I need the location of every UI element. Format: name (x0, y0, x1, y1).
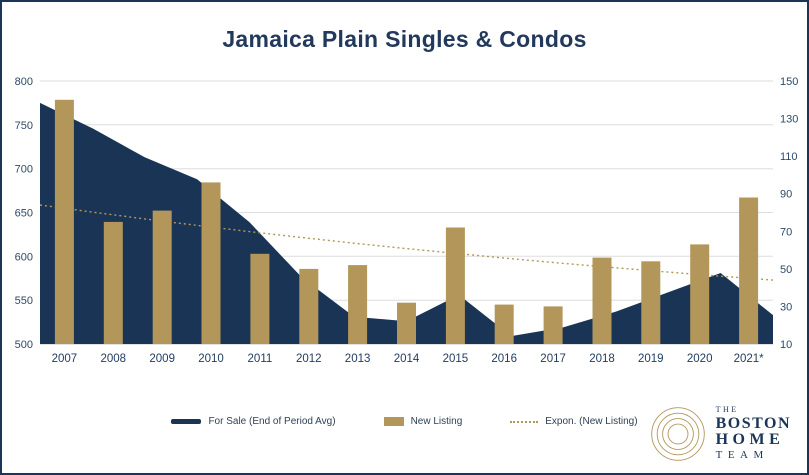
bar-2021* (739, 197, 759, 344)
chart-title: Jamaica Plain Singles & Condos (222, 26, 587, 52)
x-axis-label-2016: 2016 (491, 353, 517, 365)
left-axis-tick: 700 (15, 164, 33, 176)
right-axis-tick: 70 (780, 226, 792, 238)
right-axis-tick: 150 (780, 76, 798, 88)
for-sale-swatch-icon (171, 419, 202, 424)
legend-label-for-sale: For Sale (End of Period Avg) (208, 416, 336, 427)
new-listing-swatch-icon (383, 417, 404, 426)
chart-legend: For Sale (End of Period Avg) New Listing… (2, 416, 807, 427)
left-axis-tick: 650 (15, 208, 33, 220)
bar-2019 (641, 261, 661, 344)
x-axis-label-2011: 2011 (248, 353, 273, 365)
left-axis-tick: 600 (15, 251, 33, 263)
bar-2015 (445, 227, 465, 344)
x-axis-label-2012: 2012 (296, 353, 322, 365)
bar-2020 (690, 244, 710, 344)
left-axis-tick: 550 (15, 295, 33, 307)
legend-label-new-listing: New Listing (410, 416, 463, 427)
bar-2009 (152, 210, 172, 344)
expon-swatch-icon (510, 420, 539, 423)
bar-2013 (348, 265, 368, 344)
bar-2016 (494, 304, 514, 344)
x-axis-label-2008: 2008 (101, 353, 127, 365)
logo-text: THE BOSTON HOME TEAM (715, 405, 791, 462)
area-for-sale (40, 102, 773, 345)
x-axis-label-2015: 2015 (443, 353, 469, 365)
x-axis-label-2009: 2009 (149, 353, 175, 365)
boston-home-team-logo: THE BOSTON HOME TEAM (649, 405, 791, 463)
logo-rings-icon (650, 407, 705, 461)
logo-team: TEAM (715, 449, 769, 462)
x-axis-label-2021*: 2021* (734, 353, 765, 365)
logo-home: HOME (715, 431, 785, 449)
legend-item-expon: Expon. (New Listing) (510, 416, 638, 427)
right-axis-tick: 90 (780, 189, 792, 201)
right-axis-tick: 30 (780, 301, 792, 313)
left-axis-tick: 800 (15, 76, 33, 88)
left-axis-tick: 500 (15, 339, 33, 351)
bar-2011 (250, 253, 270, 344)
x-axis-label-2018: 2018 (589, 353, 615, 365)
x-axis-label-2013: 2013 (345, 353, 371, 365)
bar-2010 (201, 182, 221, 344)
left-axis-tick: 750 (15, 120, 33, 132)
right-axis-tick: 10 (780, 339, 792, 351)
logo-boston: BOSTON (715, 414, 791, 432)
bar-2012 (299, 268, 319, 344)
right-axis-tick: 110 (780, 151, 798, 163)
bar-2007 (54, 99, 74, 344)
bar-2018 (592, 257, 612, 344)
legend-item-for-sale: For Sale (End of Period Avg) (171, 416, 336, 427)
x-axis-label-2014: 2014 (394, 353, 420, 365)
right-axis-tick: 50 (780, 264, 792, 276)
bar-2014 (397, 302, 416, 344)
bar-2008 (103, 221, 123, 344)
x-axis-label-2017: 2017 (540, 353, 566, 365)
legend-label-expon: Expon. (New Listing) (545, 416, 638, 427)
x-axis-label-2010: 2010 (198, 353, 224, 365)
logo-the: THE (715, 405, 739, 415)
chart-canvas: 500 550 600 650 700 750 800 10 30 50 70 90 110 130 150… (15, 76, 799, 365)
x-axis-label-2019: 2019 (638, 353, 664, 365)
legend-item-new-listing: New Listing (383, 416, 463, 427)
x-axis-label-2020: 2020 (687, 353, 713, 365)
bar-2017 (543, 306, 563, 344)
x-axis-label-2007: 2007 (52, 353, 78, 365)
right-axis-tick: 130 (780, 114, 798, 126)
